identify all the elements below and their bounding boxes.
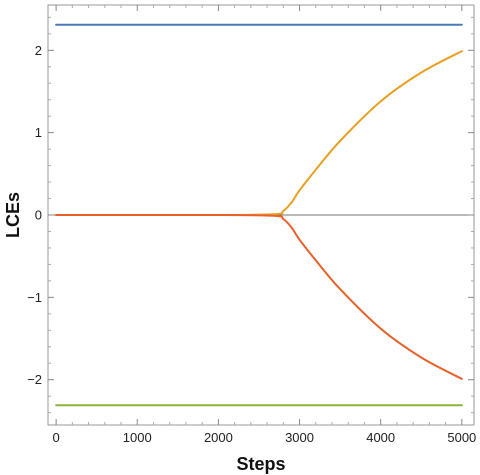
y-tick-label: −2 bbox=[27, 372, 42, 387]
x-tick-label: 2000 bbox=[204, 430, 233, 445]
y-tick-label: 0 bbox=[35, 208, 42, 223]
x-tick-label: 4000 bbox=[366, 430, 395, 445]
x-axis-title: Steps bbox=[236, 454, 285, 474]
x-tick-label: 5000 bbox=[447, 430, 476, 445]
series-line-3 bbox=[55, 213, 463, 380]
y-tick-label: −1 bbox=[27, 290, 42, 305]
y-tick-label: 2 bbox=[35, 43, 42, 58]
series-line-2 bbox=[55, 50, 463, 217]
y-axis-title: LCEs bbox=[3, 192, 23, 238]
x-tick-label: 1000 bbox=[123, 430, 152, 445]
y-tick-label: 1 bbox=[35, 125, 42, 140]
x-tick-label: 3000 bbox=[285, 430, 314, 445]
x-tick-label: 0 bbox=[52, 430, 59, 445]
